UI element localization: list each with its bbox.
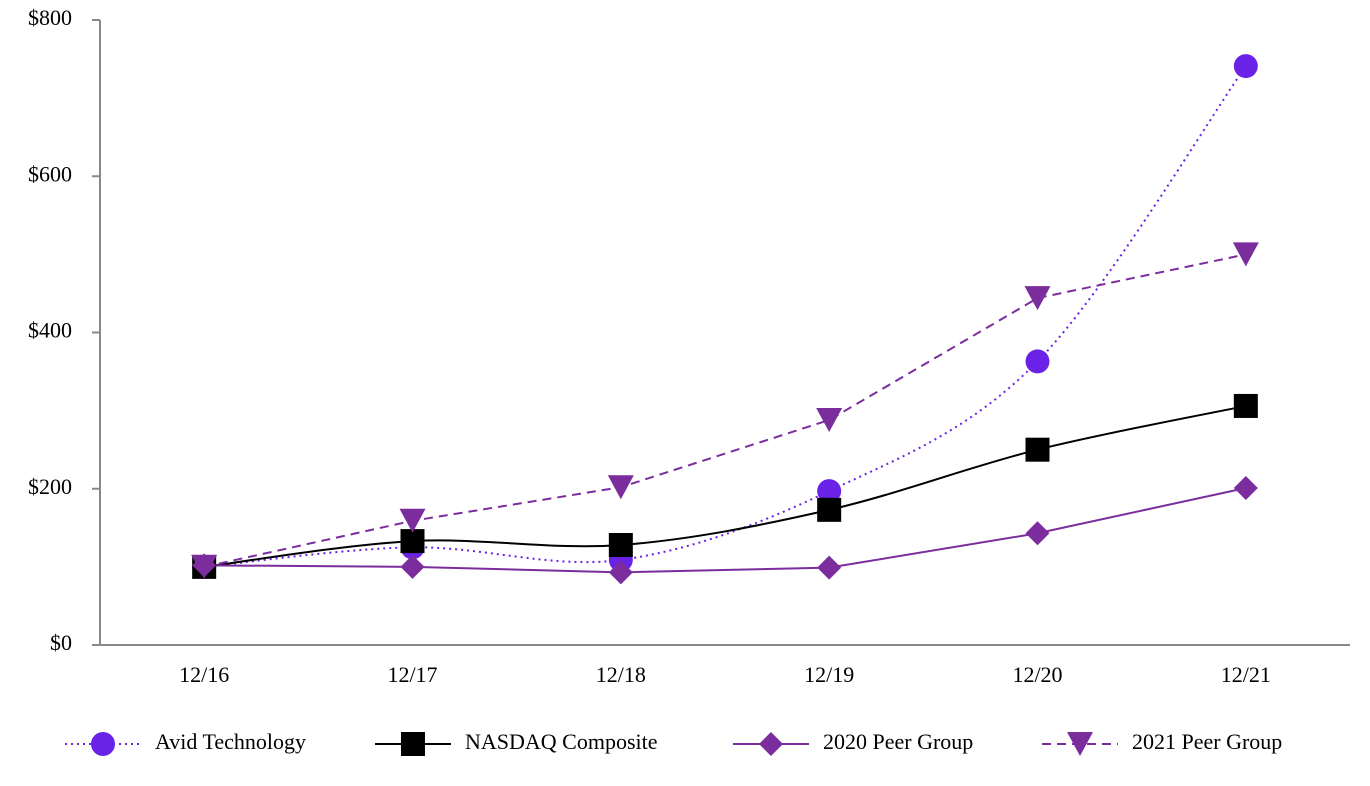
legend-marker [91, 732, 115, 756]
x-tick-label: 12/18 [596, 662, 646, 687]
y-tick-label: $800 [28, 5, 72, 30]
series-line [204, 65, 1247, 568]
data-point [1233, 475, 1258, 500]
y-tick-label: $600 [28, 161, 72, 186]
series-line [203, 253, 1247, 568]
legend-marker [1067, 732, 1093, 756]
x-tick-label: 12/17 [387, 662, 437, 687]
series-line [204, 486, 1247, 574]
y-tick-label: $400 [28, 318, 72, 343]
data-point [1024, 286, 1051, 311]
data-point [817, 497, 842, 522]
data-point [399, 508, 426, 533]
data-point [608, 533, 633, 557]
x-tick-label: 12/19 [804, 662, 854, 687]
x-tick-label: 12/20 [1012, 662, 1062, 687]
data-point [1025, 437, 1050, 462]
data-point [400, 529, 425, 554]
y-tick-label: $0 [50, 630, 72, 655]
data-point [1025, 521, 1050, 546]
series-line [204, 404, 1247, 568]
legend-label: 2021 Peer Group [1132, 729, 1282, 754]
legend-label: Avid Technology [155, 729, 306, 754]
legend-marker [401, 732, 425, 756]
data-point [191, 554, 218, 579]
data-point [607, 475, 634, 500]
data-point [1025, 349, 1050, 374]
data-point [400, 554, 425, 579]
legend-label: NASDAQ Composite [465, 729, 658, 754]
data-point [1232, 242, 1259, 267]
data-point [1233, 393, 1258, 418]
x-tick-label: 12/16 [179, 662, 229, 687]
y-tick-label: $200 [28, 474, 72, 499]
x-tick-label: 12/21 [1221, 662, 1271, 687]
legend-label: 2020 Peer Group [823, 729, 973, 754]
data-point [1233, 54, 1258, 79]
data-point [817, 555, 842, 580]
legend-marker [759, 732, 783, 756]
data-point [608, 560, 633, 585]
data-point [817, 479, 842, 504]
data-point [816, 408, 843, 432]
